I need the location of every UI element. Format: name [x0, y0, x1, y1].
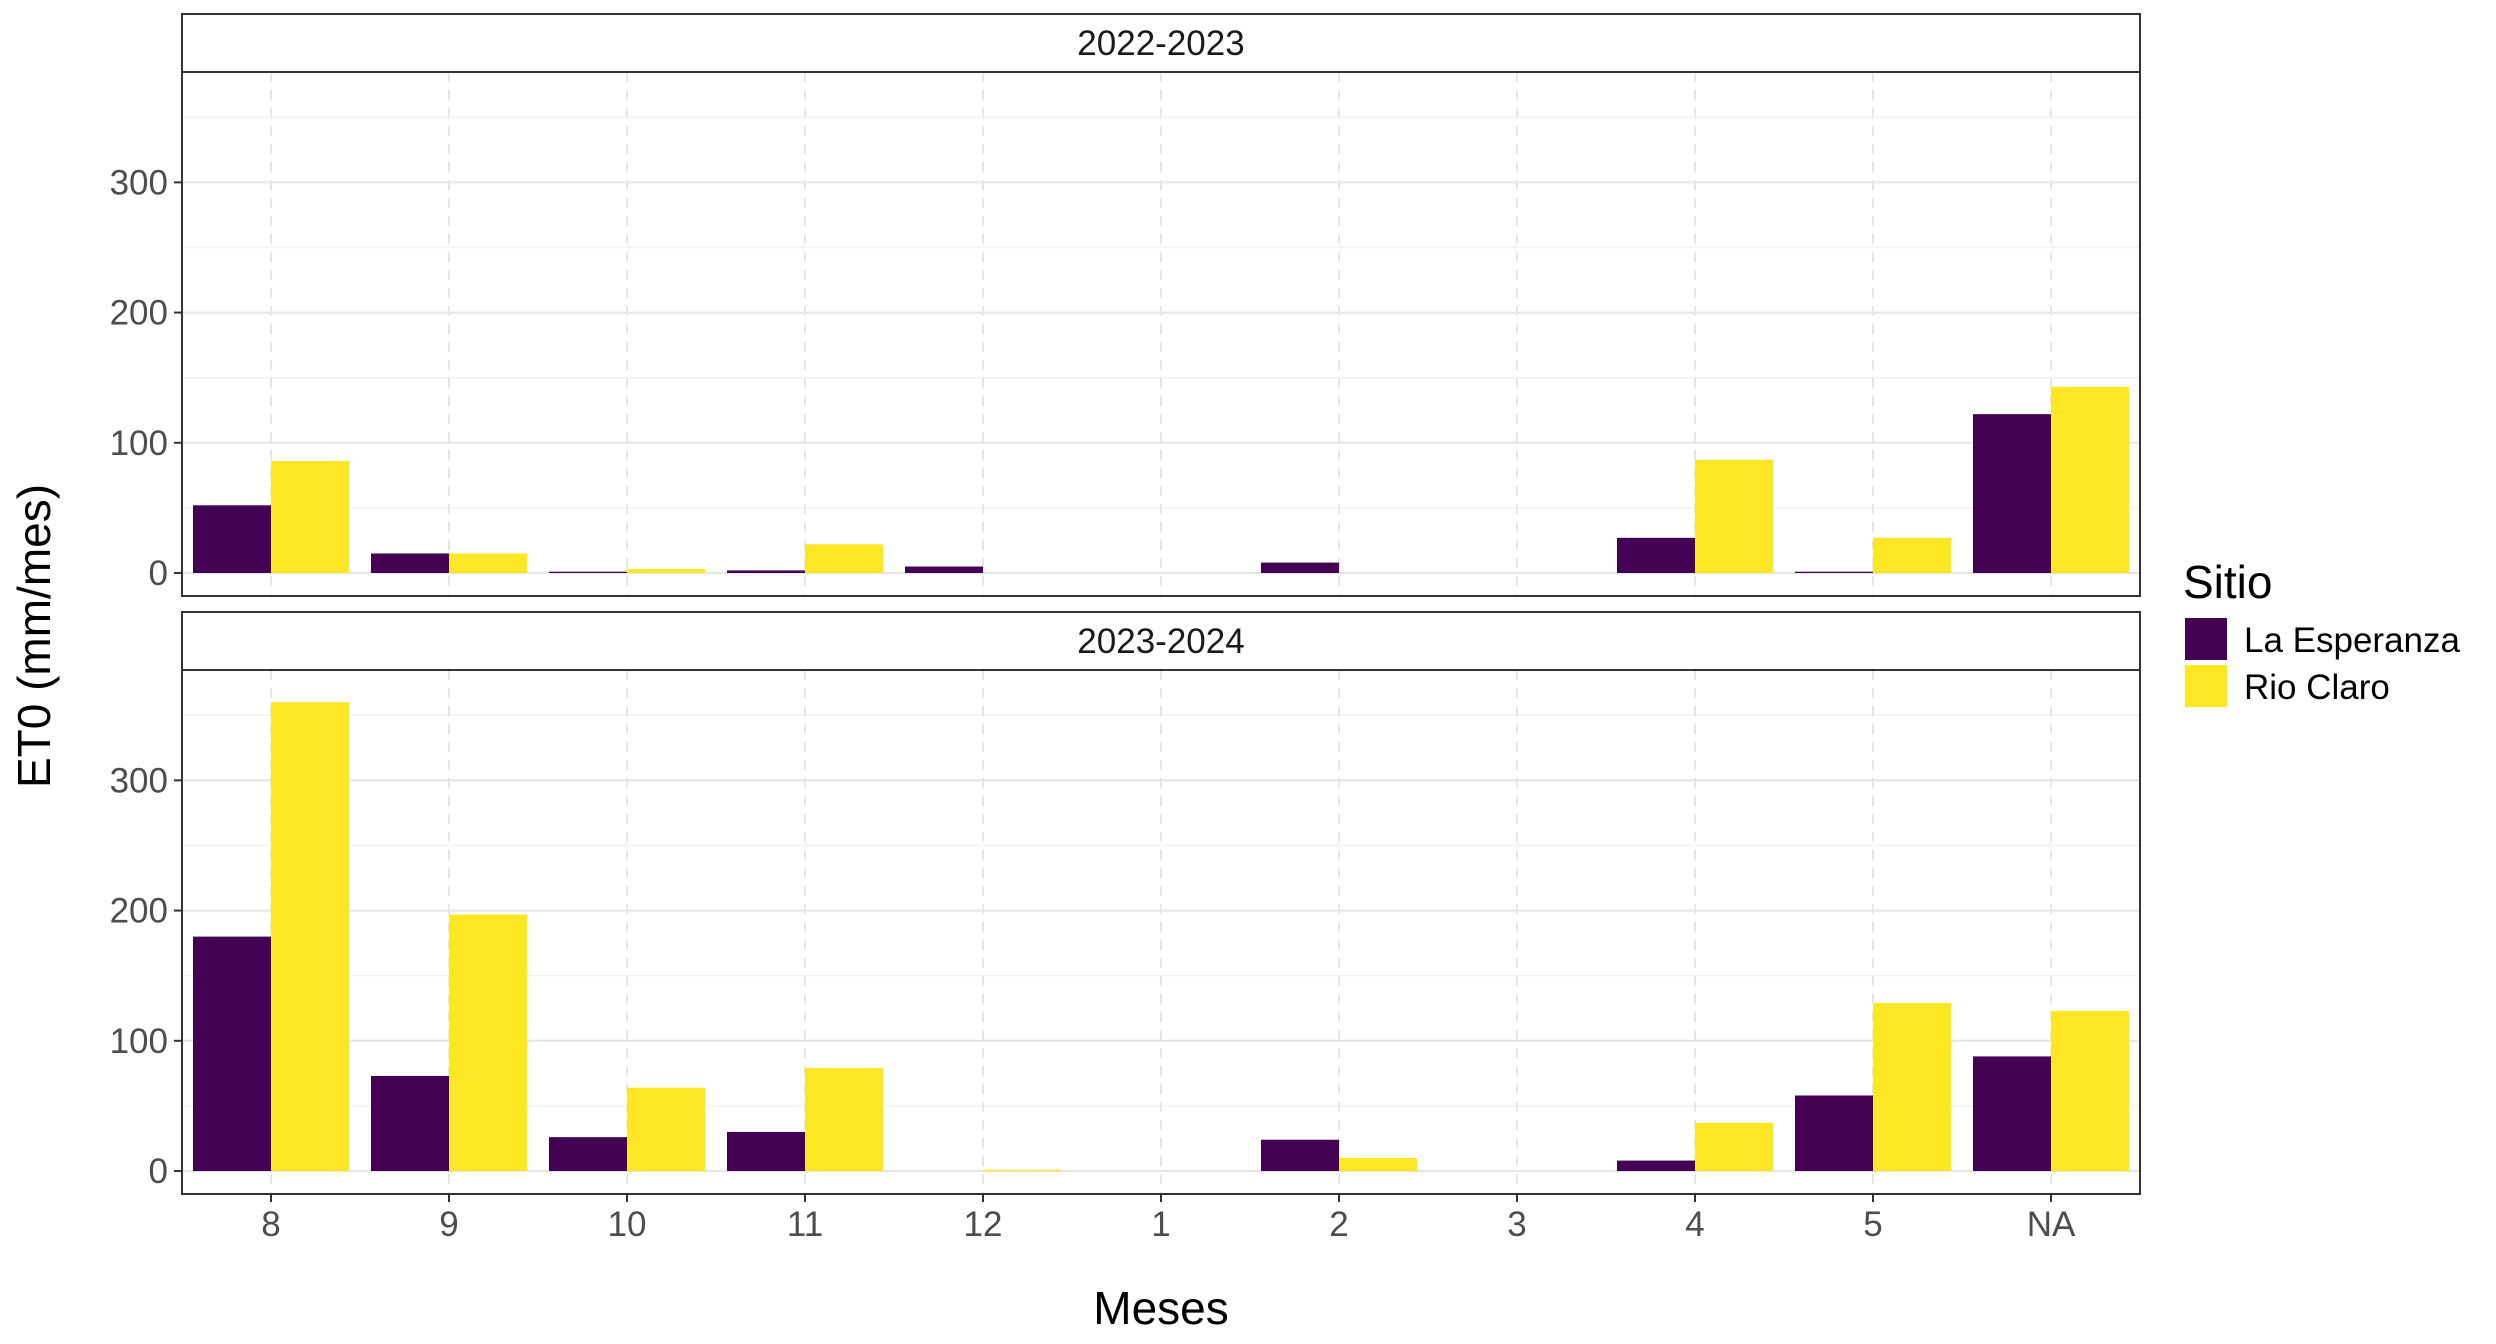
- y-tick-label: 0: [149, 554, 168, 593]
- bar-rio-claro-10: [627, 569, 705, 573]
- x-tick-label-11: 11: [787, 1205, 823, 1244]
- y-axis-title: ET0 (mm/mes): [8, 484, 60, 788]
- bar-rio-claro-4: [1695, 1122, 1773, 1171]
- bar-la-esperanza-11: [727, 1131, 805, 1171]
- bar-la-esperanza-12: [905, 566, 983, 573]
- bar-la-esperanza-2: [1261, 1139, 1339, 1171]
- bar-la-esperanza-5: [1795, 1095, 1873, 1171]
- bar-la-esperanza-11: [727, 570, 805, 573]
- bar-rio-claro-NA: [2051, 1010, 2129, 1171]
- bar-rio-claro-9: [449, 553, 527, 573]
- bar-rio-claro-4: [1695, 459, 1773, 573]
- legend-label-rio-claro: Rio Claro: [2244, 668, 2390, 707]
- bar-rio-claro-12: [983, 1169, 1061, 1171]
- bar-rio-claro-2: [1339, 1157, 1417, 1171]
- x-tick-label-3: 3: [1507, 1205, 1526, 1244]
- bar-la-esperanza-9: [371, 1075, 449, 1171]
- x-tick-label-2: 2: [1329, 1205, 1348, 1244]
- bar-la-esperanza-2: [1261, 562, 1339, 573]
- bar-la-esperanza-4: [1617, 1160, 1695, 1171]
- x-tick-label-12: 12: [964, 1205, 1003, 1244]
- x-tick-label-4: 4: [1685, 1205, 1704, 1244]
- y-tick-label: 300: [110, 761, 168, 800]
- bar-la-esperanza-NA: [1973, 1056, 2051, 1171]
- x-axis-title: Meses: [1093, 1282, 1228, 1334]
- y-tick-label: 100: [110, 424, 168, 463]
- facet-strip-label: 2022-2023: [1077, 24, 1244, 63]
- bar-la-esperanza-10: [549, 571, 627, 573]
- x-tick-label-9: 9: [439, 1205, 458, 1244]
- facet-strip: [181, 13, 2141, 73]
- bar-la-esperanza-NA: [1973, 414, 2051, 573]
- bar-rio-claro-11: [805, 1068, 883, 1171]
- x-axis-ticks: 8 9 10 11 12 1 2 3 4 5 NA: [261, 1194, 2076, 1244]
- legend-title: Sitio: [2183, 556, 2272, 608]
- bar-la-esperanza-8: [193, 505, 271, 573]
- y-tick-label: 200: [110, 294, 168, 333]
- legend-label-la-esperanza: La Esperanza: [2244, 621, 2461, 660]
- legend-key-rio-claro: [2185, 665, 2227, 707]
- bar-rio-claro-8: [271, 461, 349, 573]
- x-tick-label-1: 1: [1151, 1205, 1170, 1244]
- facet-strip-label: 2023-2024: [1077, 622, 1244, 661]
- bar-rio-claro-5: [1873, 537, 1951, 573]
- x-tick-label-5: 5: [1863, 1205, 1882, 1244]
- bar-la-esperanza-4: [1617, 537, 1695, 573]
- x-tick-label-10: 10: [608, 1205, 647, 1244]
- y-tick-label: 300: [110, 163, 168, 202]
- bar-rio-claro-5: [1873, 1003, 1951, 1171]
- bar-la-esperanza-8: [193, 936, 271, 1171]
- facet-panels: 2022-2023 0 100 200 300 2023-2024 0 100 200 300: [110, 13, 2141, 1195]
- legend-key-la-esperanza: [2185, 618, 2227, 660]
- bar-rio-claro-8: [271, 702, 349, 1171]
- y-tick-label: 200: [110, 892, 168, 931]
- bar-rio-claro-9: [449, 914, 527, 1171]
- legend: Sitio La Esperanza Rio Claro: [2183, 556, 2461, 707]
- facet-strip: [181, 611, 2141, 671]
- bar-rio-claro-NA: [2051, 386, 2129, 573]
- y-tick-label: 100: [110, 1022, 168, 1061]
- bar-la-esperanza-5: [1795, 571, 1873, 573]
- bar-la-esperanza-10: [549, 1137, 627, 1171]
- panel-2022-2023: 2022-2023 0 100 200 300: [110, 13, 2141, 597]
- y-tick-label: 0: [149, 1152, 168, 1191]
- panel-2023-2024: 2023-2024 0 100 200 300: [110, 611, 2141, 1195]
- x-tick-label-8: 8: [261, 1205, 280, 1244]
- bar-rio-claro-10: [627, 1087, 705, 1171]
- bar-la-esperanza-9: [371, 553, 449, 573]
- x-tick-label-NA: NA: [2027, 1205, 2076, 1244]
- bar-rio-claro-11: [805, 544, 883, 573]
